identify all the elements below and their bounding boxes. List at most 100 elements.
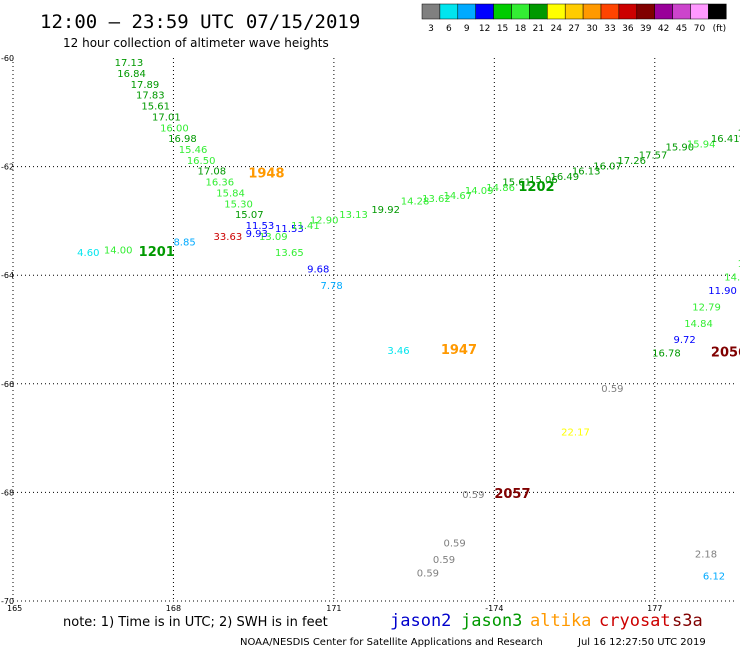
satellite-legend: jason2 jason3 altika cryosat s3a [390,611,703,631]
footer-credit: NOAA/NESDIS Center for Satellite Applica… [240,637,543,648]
wave-height-label: 17.83 [136,91,165,102]
wave-height-label: 16.50 [187,156,216,167]
pass-time-label: 2056 [711,346,740,361]
value-labels: 17.1316.8417.8917.8315.6117.0116.0016.98… [77,58,740,582]
wave-height-label: 8.85 [173,237,195,248]
satellite-cryosat: cryosat [599,611,671,631]
wave-height-label: 0.59 [601,384,623,395]
legend-label: 45 [676,24,687,34]
x-tick-label: 177 [647,604,662,613]
wave-height-label: 14.84 [684,319,713,330]
wave-height-label: 0.59 [444,539,466,550]
legend-label: 39 [640,24,652,34]
wave-height-label: 12.90 [310,216,339,227]
wave-height-label: 13.09 [259,232,288,243]
color-legend: 3 6 9 12 15 18 21 24 27 30 33 36 39 42 45 70 (ft) [421,3,727,34]
legend-label: (ft) [713,24,727,34]
wave-height-label: 17.08 [198,167,227,178]
time-labels: 1201194812021947205620571945 [139,166,740,502]
wave-height-label: 17.89 [131,80,160,91]
wave-height-label: 11.90 [708,286,737,297]
wave-height-label: 15.06 [529,175,558,186]
wave-height-label: 17.26 [617,156,646,167]
wave-height-label: 17.01 [152,112,181,123]
legend-swatch [636,3,655,20]
legend-swatch [529,3,548,20]
wave-height-label: 17.57 [639,150,668,161]
satellite-s3a: s3a [672,611,703,631]
wave-height-label: 15.30 [224,199,253,210]
y-tick-label: -66 [1,380,14,389]
pass-time-label: 2057 [494,487,530,502]
legend-swatch [564,3,584,20]
wave-height-label: 16.07 [593,161,622,172]
pass-time-label: 1201 [139,245,175,260]
wave-height-label: 16.78 [652,349,681,360]
footer-note: note: 1) Time is in UTC; 2) SWH is in fe… [63,615,328,630]
wave-height-label: 11.53 [246,221,275,232]
wave-height-label: 16.41 [711,134,740,145]
legend-swatch [672,3,691,20]
wave-height-label: 16.98 [168,134,197,145]
wave-height-label: 15.46 [179,145,208,156]
legend-label: 33 [604,24,615,34]
legend-label: 9 [464,24,470,34]
legend-swatch [708,3,727,20]
legend-swatch [493,3,512,20]
page-title: 12:00 — 23:59 UTC 07/15/2019 [40,11,360,33]
legend-label: 3 [428,24,434,34]
wave-height-label: 15.07 [235,210,264,221]
wave-height-label: 0.59 [462,490,484,501]
wave-height-label: 16.00 [160,123,189,134]
pass-time-label: 1947 [441,343,477,358]
wave-height-label: 4.60 [77,248,99,259]
legend-label: 24 [551,24,563,34]
legend-label: 70 [694,24,706,34]
wave-height-label: 9.68 [307,264,329,275]
wave-height-label: 9.72 [673,335,695,346]
plot-frame [12,58,735,602]
wave-height-label: 19.92 [371,205,400,216]
wave-height-label: 14.95 [738,259,740,270]
legend-label: 21 [533,24,544,34]
satellite-jason3: jason3 [461,611,522,631]
wave-height-label: 14.28 [401,197,430,208]
wave-height-label: 13.13 [339,210,368,221]
wave-height-label: 15.94 [687,140,716,151]
wave-height-label: 6.12 [703,571,725,582]
legend-label: 42 [658,24,669,34]
legend-swatch [475,3,494,20]
wave-height-label: 14.09 [465,186,494,197]
legend-label: 6 [446,24,452,34]
wave-height-label: 17.13 [115,58,144,69]
legend-label: 15 [497,24,508,34]
legend-swatch [421,3,441,20]
plot-area: 165 168 171 -174 177 -60 -62 -64 -66 -68 -70 17.13… [1,54,740,613]
wave-height-label: 33.63 [214,232,243,243]
legend-swatch [511,3,530,20]
wave-height-label: 7.78 [321,281,343,292]
wave-height-label: 3.46 [387,346,409,357]
wave-height-label: 14.26 [724,273,740,284]
wave-height-label: 0.59 [417,569,439,580]
wave-height-label: 16.36 [206,178,235,189]
wave-height-label: 13.65 [275,248,304,259]
wave-height-label: 14.86 [486,183,515,194]
x-tick-label: 165 [7,604,22,613]
wave-height-label: 9.93 [246,229,268,240]
x-tick-label: 168 [166,604,181,613]
wave-height-label: 17.78 [738,129,740,140]
x-tick-label: 171 [326,604,341,613]
wave-height-label: 11.53 [275,224,304,235]
satellite-jason2: jason2 [390,611,451,631]
page-subtitle: 12 hour collection of altimeter wave hei… [63,36,329,50]
x-tick-label: -174 [485,604,503,613]
legend-label: 36 [622,24,634,34]
legend-swatch [457,3,476,20]
wave-height-label: 11.41 [291,221,320,232]
legend-swatch [654,3,673,20]
legend-label: 18 [515,24,527,34]
wave-height-label: 16.49 [550,172,579,183]
wave-height-label: 12.79 [692,302,721,313]
